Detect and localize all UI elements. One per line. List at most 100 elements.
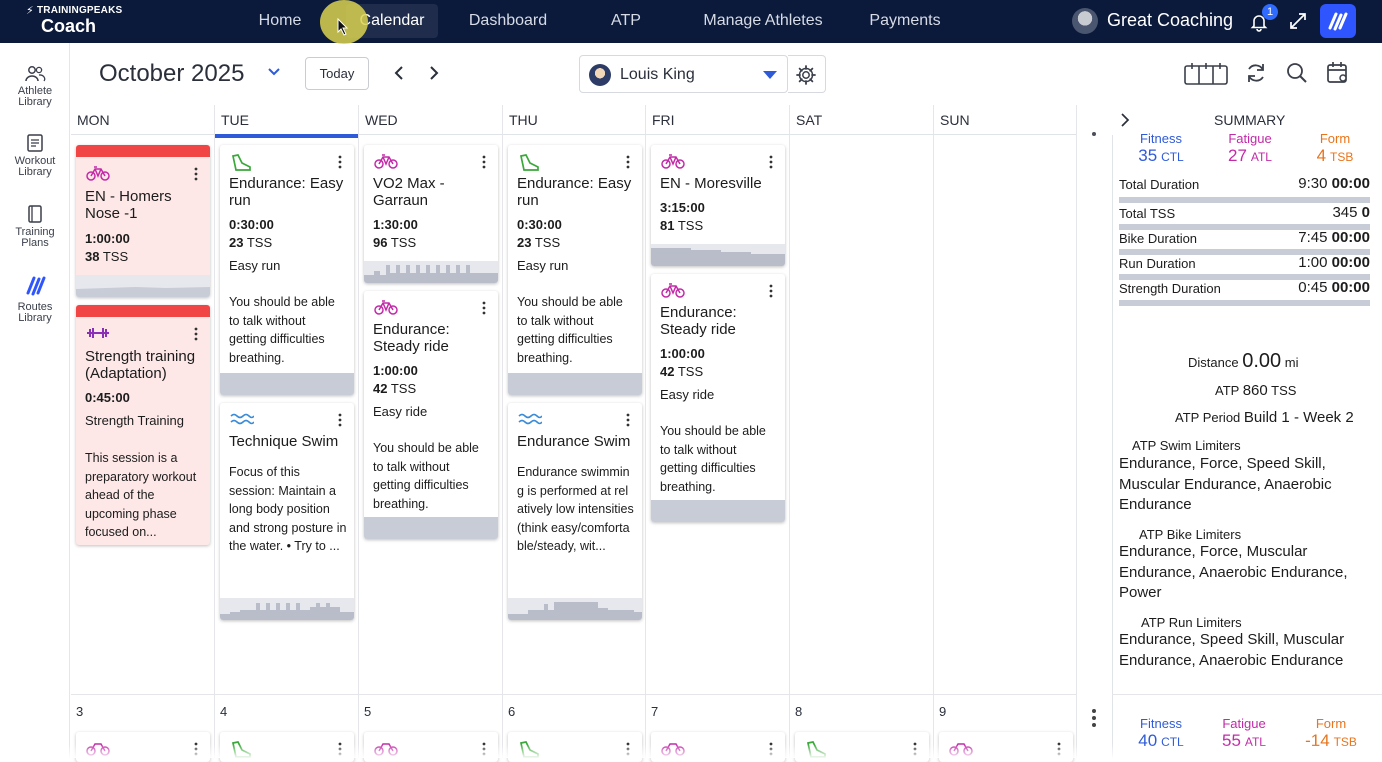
user-name[interactable]: Great Coaching [1107,10,1234,30]
workout-graph [508,373,642,395]
more-options-icon[interactable] [482,301,486,315]
sidebar-item-routes-library[interactable]: Routes Library [0,273,70,324]
sidebar-label-line2: Plans [21,237,49,249]
sidebar-label-line1: Routes [17,301,53,313]
distance-unit: mi [1284,355,1299,370]
trainingpeaks-logo[interactable]: ⚡ TRAININGPEAKS Coach [26,5,122,36]
athlete-settings-button[interactable] [788,55,826,93]
fatigue-value: 27 [1228,146,1247,165]
more-options-icon[interactable] [194,327,198,341]
distance-value: 0.00 [1242,350,1282,372]
people-icon [25,66,46,82]
more-options-icon[interactable] [769,155,773,169]
workout-card[interactable]: EN - Moresville 3:15:00 81 TSS [651,145,785,266]
tss-unit: TSS [677,218,704,233]
nav-manage-athletes[interactable]: Manage Athletes [703,12,823,29]
bike-icon [374,154,398,169]
workout-graph [651,244,785,266]
workout-card[interactable]: Endurance: Easy run 0:30:00 23 TSS Easy … [220,145,354,395]
workout-duration: 1:30:00 [373,217,418,232]
nav-payments[interactable]: Payments [869,12,941,29]
column-divider [1076,105,1077,758]
tss-value: 42 [660,364,675,379]
more-options-icon[interactable] [194,167,198,181]
completed-value: 00:00 [1331,279,1370,296]
workout-description: You should be able to talk without getti… [229,295,335,365]
more-options-icon[interactable] [482,155,486,169]
workout-description: You should be able to talk without getti… [373,441,479,511]
workout-card[interactable]: VO2 Max - Garraun 1:30:00 96 TSS [364,145,498,283]
workout-description: Endurance swimming is performed at relat… [517,465,634,553]
tss-value: 96 [373,235,388,250]
atp-period-value: Build 1 - Week 2 [1243,409,1354,426]
logo-mark-icon: ⚡ [26,5,34,17]
sidebar-label-line1: Workout [14,155,56,167]
workout-title: Endurance Swim [517,433,631,450]
more-options-icon[interactable] [1091,708,1097,728]
planned-value: 9:30 [1298,175,1328,192]
expand-icon[interactable] [1288,11,1308,31]
column-divider [645,105,646,758]
more-options-icon[interactable] [1092,132,1096,136]
previous-arrow-icon[interactable] [393,65,405,81]
bell-icon[interactable] [1249,12,1269,32]
chevron-down-icon[interactable] [267,67,281,77]
planned-value: 1:00 [1298,254,1328,271]
workout-card[interactable]: Strength training (Adaptation) 0:45:00 S… [76,305,210,545]
run-limiters-title: ATP Run Limiters [1141,615,1242,630]
athlete-selector[interactable]: Louis King [579,55,788,93]
summary-divider [1112,694,1382,695]
workout-graph [220,373,354,395]
run-shoe-icon [519,154,539,171]
workout-card[interactable]: Endurance Swim Endurance swimming is per… [508,403,642,620]
workout-graph [508,598,642,620]
workout-type: Easy run [517,258,569,273]
workout-card[interactable]: Endurance: Steady ride 1:00:00 42 TSS Ea… [364,291,498,539]
sidebar-item-training-plans[interactable]: Training Plans [0,204,70,249]
today-button[interactable]: Today [305,57,369,90]
nav-dashboard[interactable]: Dashboard [468,12,548,29]
header-divider [71,134,1076,135]
month-title[interactable]: October 2025 [99,60,245,87]
search-icon[interactable] [1286,62,1308,84]
sidebar-label-line2: Library [18,312,52,324]
column-divider [933,105,934,758]
progress-bar [1119,197,1370,203]
summary-row: Bike Duration 7:45 00:00 [1119,229,1370,246]
more-options-icon[interactable] [338,155,342,169]
chevron-right-icon[interactable] [1120,113,1130,127]
more-options-icon[interactable] [626,413,630,427]
progress-bar [1119,274,1370,280]
more-options-icon[interactable] [769,284,773,298]
nav-atp[interactable]: ATP [611,12,641,29]
sidebar-item-athlete-library[interactable]: Athlete Library [0,65,70,108]
completed-value: 00:00 [1331,229,1370,246]
more-options-icon[interactable] [626,155,630,169]
user-avatar[interactable] [1072,8,1098,34]
next-arrow-icon[interactable] [428,65,440,81]
trainingpeaks-app-icon[interactable] [1320,4,1356,38]
tss-unit: TSS [102,249,129,264]
tss-value: 42 [373,381,388,396]
refresh-icon[interactable] [1244,61,1268,85]
fatigue-label: Fatigue [1222,716,1266,731]
column-divider [789,105,790,758]
calendar-settings-icon[interactable] [1326,61,1350,85]
distance-label: Distance [1188,355,1239,370]
summary-divider [1112,135,1113,758]
more-options-icon[interactable] [338,413,342,427]
workout-card[interactable]: Endurance: Steady ride 1:00:00 42 TSS Ea… [651,274,785,522]
fitness-metric: Fitness 35 CTL [1126,131,1196,166]
sidebar-item-workout-library[interactable]: Workout Library [0,133,70,178]
workout-card[interactable]: Technique Swim Focus of this session: Ma… [220,403,354,620]
workout-card[interactable]: EN - Homers Nose -1 1:00:00 38 TSS [76,145,210,297]
today-indicator [215,134,358,138]
summary-row: Total Duration 9:30 00:00 [1119,175,1370,192]
day-number: 8 [795,704,803,719]
nav-home[interactable]: Home [258,12,302,29]
run-limiters-text: Endurance, Speed Skill, Muscular Enduran… [1119,631,1345,669]
workout-card[interactable]: Endurance: Easy run 0:30:00 23 TSS Easy … [508,145,642,395]
workout-graph [76,275,210,297]
workout-duration: 0:45:00 [85,390,130,405]
week-view-icon[interactable] [1184,62,1228,86]
